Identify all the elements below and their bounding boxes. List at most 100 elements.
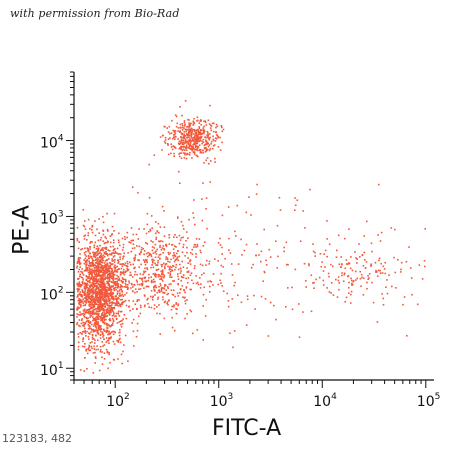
data-point <box>93 323 96 325</box>
data-point <box>165 256 167 258</box>
data-point <box>89 248 91 250</box>
data-point <box>283 246 285 249</box>
data-point <box>119 273 122 275</box>
data-point <box>90 307 93 309</box>
data-point <box>95 287 98 290</box>
data-point <box>321 261 323 263</box>
data-point <box>112 252 114 254</box>
data-point <box>114 281 116 283</box>
data-point <box>203 162 205 164</box>
data-point <box>151 296 154 299</box>
data-point <box>125 292 128 294</box>
data-point <box>122 278 124 280</box>
data-point <box>109 286 111 289</box>
data-point <box>97 305 100 308</box>
data-point <box>76 308 78 311</box>
data-point <box>87 347 90 350</box>
data-point <box>82 310 85 312</box>
data-point <box>79 325 81 328</box>
data-point <box>168 268 171 271</box>
data-point <box>87 271 90 274</box>
data-point <box>213 122 215 125</box>
data-point <box>84 322 86 325</box>
data-point <box>100 330 102 333</box>
data-point <box>81 277 84 279</box>
data-point <box>129 309 131 312</box>
data-point <box>78 324 80 327</box>
data-point <box>314 251 316 254</box>
data-point <box>153 304 156 306</box>
data-point <box>150 240 152 242</box>
data-point <box>101 312 104 314</box>
data-point <box>303 262 306 265</box>
data-point <box>82 304 85 307</box>
data-point <box>178 143 180 145</box>
data-point <box>118 295 121 297</box>
data-point <box>109 299 111 302</box>
data-point <box>159 136 162 138</box>
data-point <box>102 256 104 259</box>
data-point <box>154 256 157 259</box>
data-point <box>89 322 91 325</box>
data-point <box>127 262 129 265</box>
data-point <box>90 306 92 308</box>
data-point <box>102 280 105 282</box>
data-point <box>172 248 175 250</box>
data-point <box>115 281 117 283</box>
data-point <box>102 267 105 270</box>
data-point <box>86 282 88 285</box>
data-point <box>84 284 87 287</box>
data-point <box>379 272 382 274</box>
data-point <box>85 311 87 314</box>
data-points <box>76 100 426 374</box>
data-point <box>84 308 86 311</box>
data-point <box>129 261 131 264</box>
data-point <box>150 215 153 217</box>
data-point <box>86 276 89 278</box>
data-point <box>160 270 162 273</box>
data-point <box>345 259 348 261</box>
data-point <box>161 270 164 272</box>
data-point <box>183 289 185 291</box>
data-point <box>103 344 106 346</box>
data-point <box>165 258 167 261</box>
data-point <box>163 210 165 212</box>
data-point <box>178 255 181 258</box>
data-point <box>199 263 202 266</box>
data-point <box>119 256 121 258</box>
data-point <box>191 253 194 255</box>
data-point <box>100 325 102 327</box>
data-point <box>188 218 190 221</box>
data-point <box>160 249 163 251</box>
data-point <box>119 288 121 291</box>
data-point <box>127 252 129 254</box>
data-point <box>172 294 175 296</box>
data-point <box>104 274 106 276</box>
data-point <box>191 149 193 152</box>
data-point <box>104 276 107 278</box>
data-point <box>91 241 93 243</box>
data-point <box>106 300 109 302</box>
data-point <box>153 154 156 156</box>
data-point <box>83 270 86 272</box>
data-point <box>105 269 108 271</box>
data-point <box>125 280 127 283</box>
data-point <box>121 303 124 305</box>
data-point <box>138 266 140 268</box>
data-point <box>89 281 91 284</box>
data-point <box>104 297 107 299</box>
data-point <box>190 148 193 151</box>
data-point <box>202 293 205 296</box>
data-point <box>100 282 102 284</box>
data-point <box>112 320 115 323</box>
data-point <box>87 288 90 291</box>
data-point <box>190 135 192 138</box>
data-point <box>155 264 157 266</box>
data-point <box>88 275 91 278</box>
data-point <box>122 295 125 297</box>
data-point <box>116 340 118 342</box>
data-point <box>354 251 356 253</box>
data-point <box>117 262 119 264</box>
data-point <box>190 145 192 147</box>
data-point <box>100 288 103 291</box>
